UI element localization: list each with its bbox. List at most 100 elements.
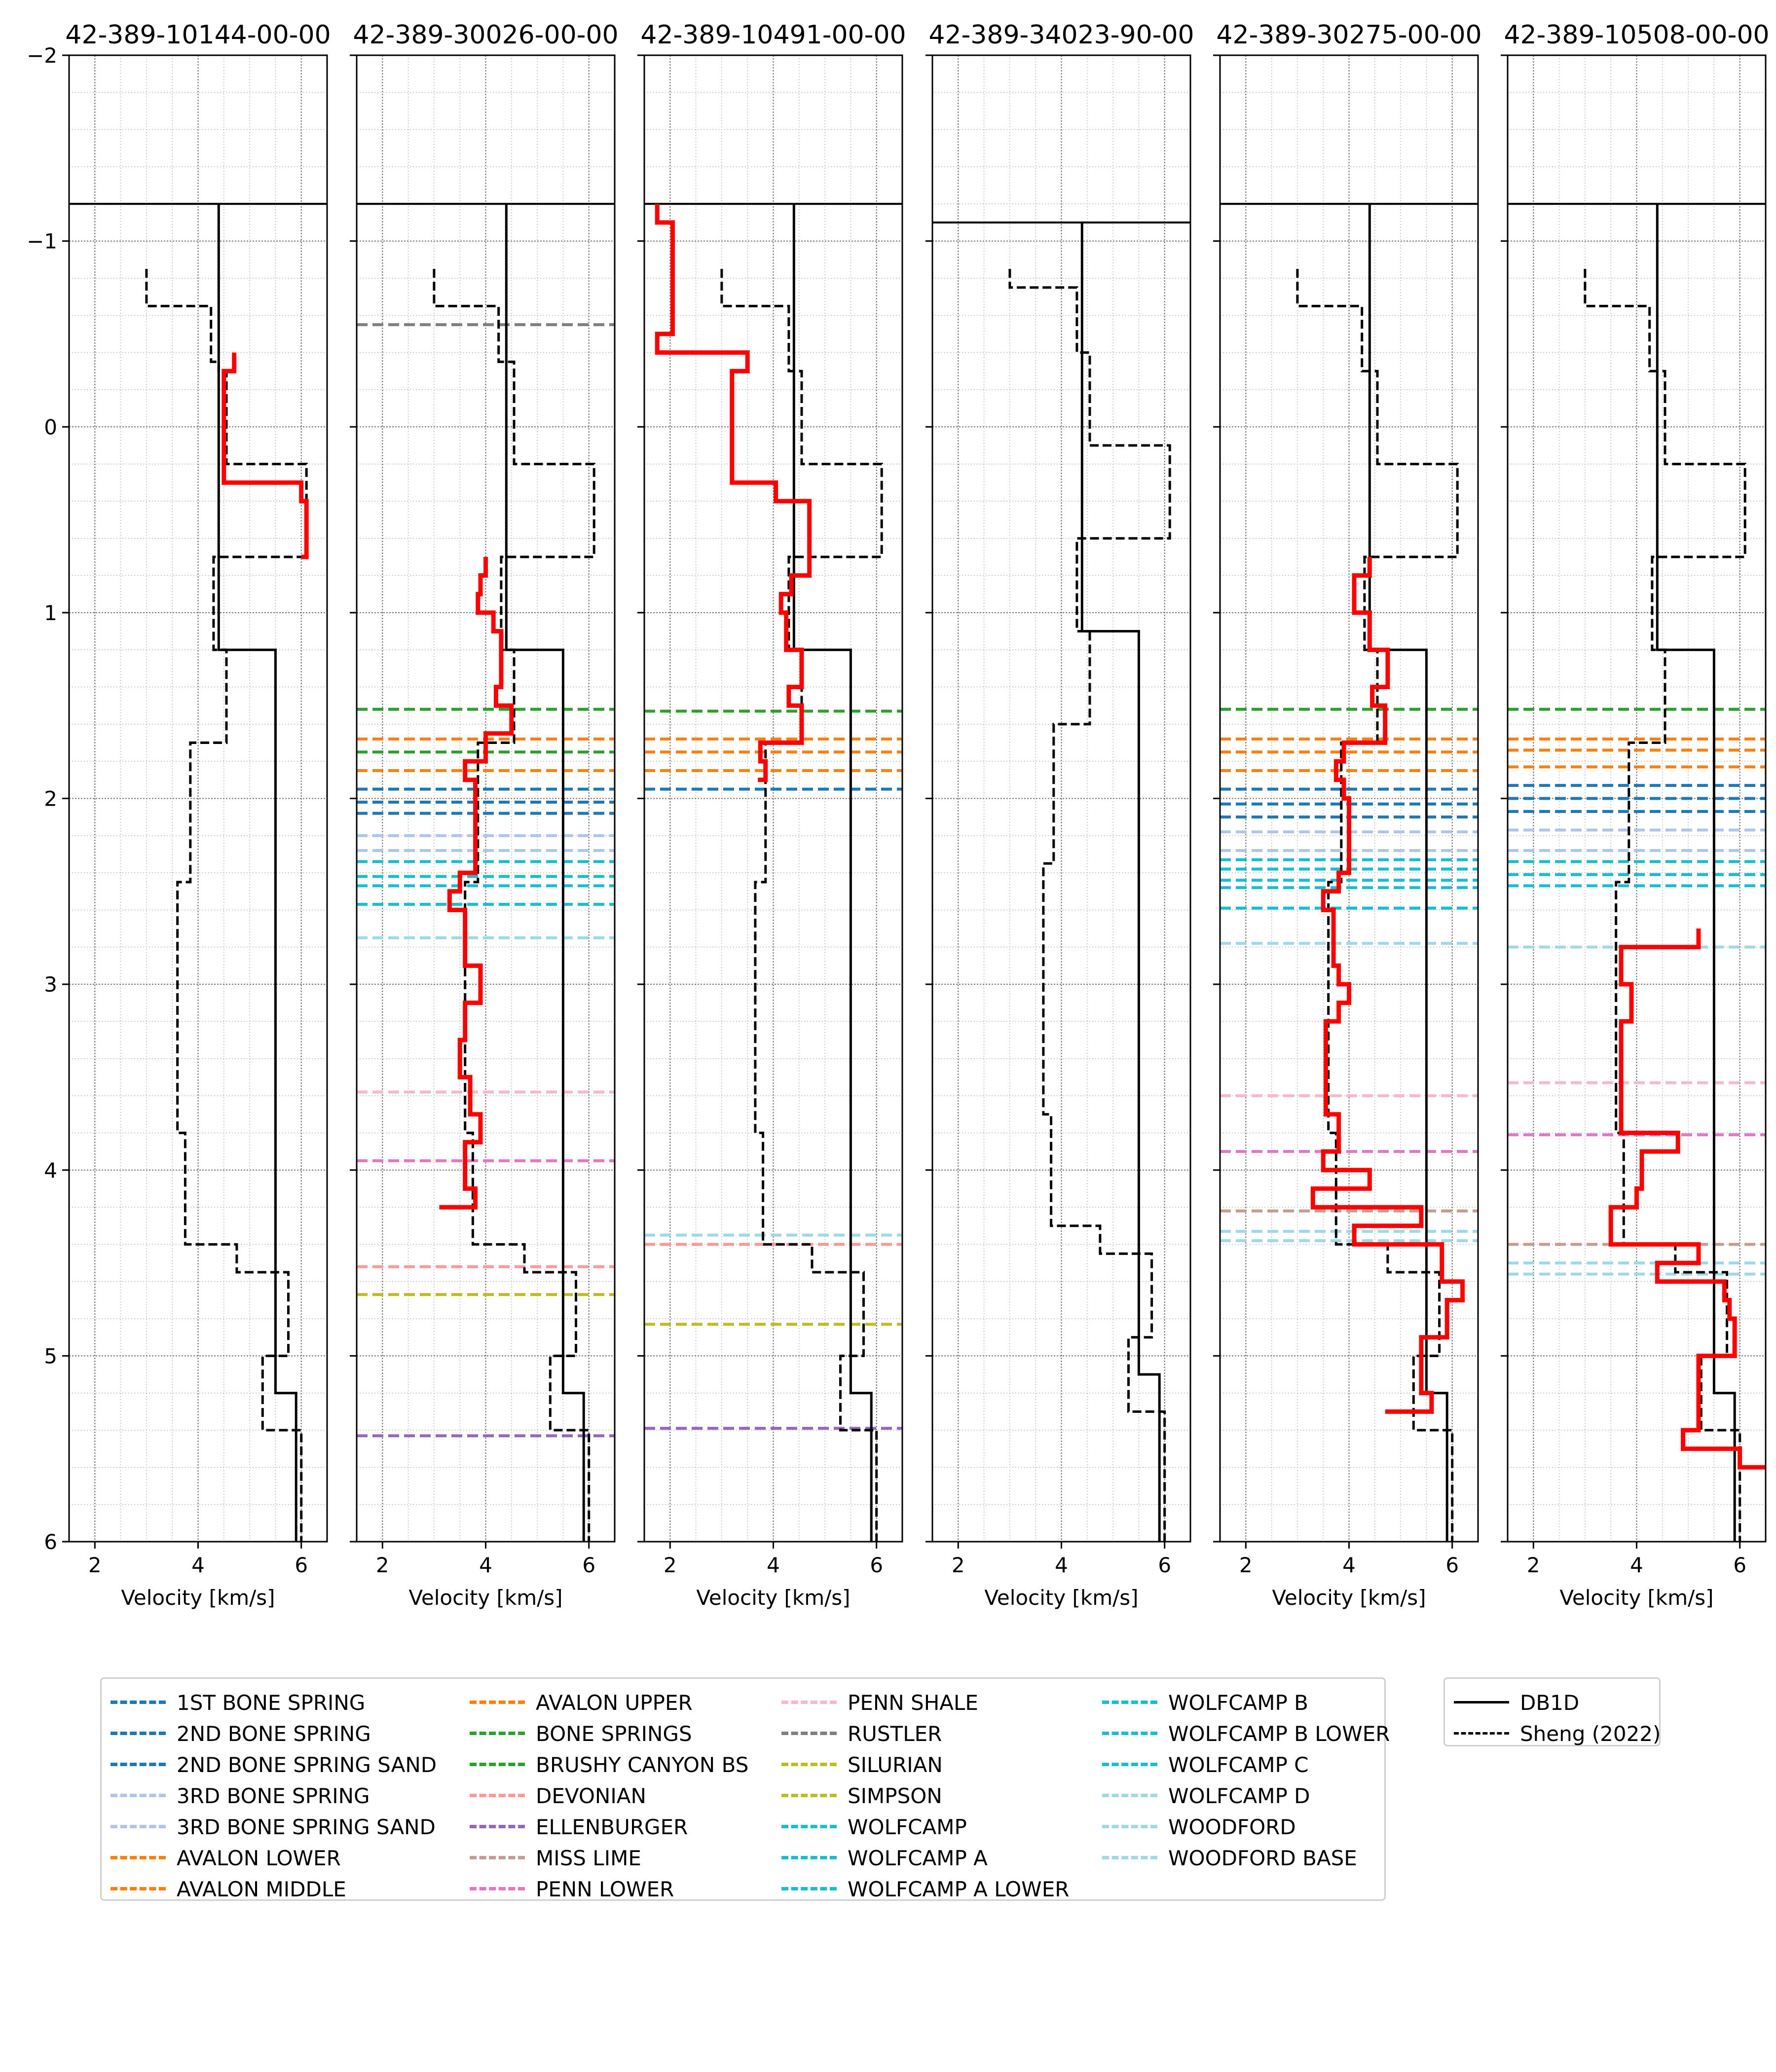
legend-swatch [781, 1794, 837, 1797]
legend-label: SILURIAN [848, 1753, 943, 1777]
x-tick-label: 6 [1733, 1553, 1746, 1577]
legend-label: 3RD BONE SPRING [177, 1784, 370, 1808]
well-velocity-line [1608, 928, 1766, 1470]
legend-label: 3RD BONE SPRING SAND [177, 1815, 436, 1839]
plot-area [69, 203, 327, 1542]
panel-4: 2 4 6 42-389-34023-90-00 Velocity [km/s] [925, 20, 1194, 1610]
x-axis-label: Velocity [km/s] [1559, 1586, 1713, 1610]
y-tick-label: 4 [44, 1158, 57, 1183]
x-tick-label: 6 [870, 1553, 883, 1577]
legend-swatch [781, 1732, 837, 1735]
formation-legend: 1ST BONE SPRING 2ND BONE SPRING 2ND BONE S… [100, 1677, 1390, 1901]
legend-swatch [781, 1887, 837, 1890]
legend-swatch [781, 1763, 837, 1766]
legend-swatch [470, 1701, 525, 1704]
legend-label: DEVONIAN [536, 1784, 646, 1808]
legend-label: BRUSHY CANYON BS [536, 1753, 749, 1777]
sheng-2022-line [1296, 269, 1459, 1542]
legend-label: WOLFCAMP C [1168, 1753, 1309, 1777]
legend-label: BONE SPRINGS [536, 1722, 692, 1746]
legend-swatch [111, 1825, 166, 1828]
plot-area [1508, 203, 1766, 1542]
model-legend: DB1D Sheng (2022) [1443, 1677, 1661, 1746]
legend-label: AVALON LOWER [177, 1846, 341, 1870]
panel-title: 42-389-10144-00-00 [65, 20, 331, 50]
legend-label: SIMPSON [848, 1784, 942, 1808]
panel-title: 42-389-30026-00-00 [353, 20, 618, 50]
plot-area [1220, 203, 1478, 1542]
panel-title: 42-389-10508-00-00 [1504, 20, 1769, 50]
sheng-2022-line [1008, 269, 1171, 1542]
x-axis-label: Velocity [km/s] [121, 1586, 275, 1610]
legend-label: WOLFCAMP A LOWER [848, 1877, 1070, 1901]
x-tick-label: 6 [295, 1553, 308, 1577]
x-tick-label: 4 [1342, 1553, 1356, 1577]
legend-swatch [111, 1732, 166, 1735]
x-tick-label: 6 [1158, 1553, 1171, 1577]
plot-area [644, 203, 902, 1542]
db1d-line [1656, 204, 1736, 1542]
x-axis-label: Velocity [km/s] [696, 1586, 850, 1610]
db1d-line [217, 204, 297, 1542]
db1d-line [1368, 204, 1448, 1542]
y-tick-label: 1 [44, 601, 57, 625]
legend-swatch [111, 1856, 166, 1859]
legend-label: 2ND BONE SPRING SAND [177, 1753, 437, 1777]
sheng-2022-line [145, 269, 308, 1542]
legend-swatch [1102, 1701, 1157, 1704]
well-velocity-line [222, 352, 309, 559]
legend-swatch [111, 1763, 166, 1766]
legend-label: DB1D [1520, 1691, 1580, 1715]
legend-swatch [111, 1794, 166, 1797]
y-tick-label: 2 [44, 787, 57, 811]
legend-swatch [470, 1825, 525, 1828]
x-tick-label: 2 [664, 1553, 677, 1577]
y-tick-label: 6 [44, 1530, 57, 1554]
legend-swatch [470, 1763, 525, 1766]
legend-swatch [781, 1701, 837, 1704]
well-velocity-line [439, 556, 514, 1210]
legend-label: WOLFCAMP [848, 1815, 967, 1839]
legend-swatch [111, 1887, 166, 1890]
y-tick-label: 5 [44, 1344, 57, 1368]
x-tick-label: 4 [1055, 1553, 1068, 1577]
panel-title: 42-389-34023-90-00 [928, 20, 1194, 50]
legend-swatch [781, 1856, 837, 1859]
db1d-line [505, 204, 585, 1542]
panel-3: 2 4 6 42-389-10491-00-00 Velocity [km/s] [637, 20, 906, 1610]
legend-label: PENN SHALE [848, 1691, 978, 1715]
x-axis-label: Velocity [km/s] [1272, 1586, 1426, 1610]
legend-swatch [470, 1887, 525, 1890]
x-tick-label: 2 [376, 1553, 389, 1577]
x-tick-label: 2 [1527, 1553, 1540, 1577]
x-tick-label: 6 [1445, 1553, 1459, 1577]
legend-label: Sheng (2022) [1520, 1722, 1661, 1746]
x-axis-label: Velocity [km/s] [984, 1586, 1138, 1610]
legend-swatch [1102, 1825, 1157, 1828]
legend-label: WOLFCAMP D [1168, 1784, 1310, 1808]
legend-label: MISS LIME [536, 1846, 641, 1870]
y-tick-label: −1 [27, 229, 57, 254]
y-tick-label: 3 [44, 972, 57, 997]
well-velocity-line [655, 204, 812, 782]
legend-label: PENN LOWER [536, 1877, 674, 1901]
legend-swatch [1102, 1794, 1157, 1797]
panel-2: 2 4 6 42-389-30026-00-00 Velocity [km/s] [350, 20, 619, 1610]
x-tick-label: 6 [582, 1553, 595, 1577]
sheng-2022-line [720, 269, 883, 1542]
legend-label: WOODFORD [1168, 1815, 1296, 1839]
sheng-2022-line [1584, 269, 1746, 1542]
db1d-line [792, 204, 873, 1542]
x-tick-label: 4 [767, 1553, 780, 1577]
panel-6: 2 4 6 42-389-10508-00-00 Velocity [km/s] [1501, 20, 1770, 1610]
legend-label: 1ST BONE SPRING [177, 1691, 366, 1715]
y-tick-label: −2 [27, 43, 57, 68]
panel-title: 42-389-30275-00-00 [1216, 20, 1481, 50]
legend-label: ELLENBURGER [536, 1815, 688, 1839]
legend-label: AVALON UPPER [536, 1691, 693, 1715]
legend-swatch [470, 1794, 525, 1797]
legend-swatch [1102, 1763, 1157, 1766]
y-tick-label: 0 [44, 415, 57, 439]
legend-swatch [1102, 1732, 1157, 1735]
